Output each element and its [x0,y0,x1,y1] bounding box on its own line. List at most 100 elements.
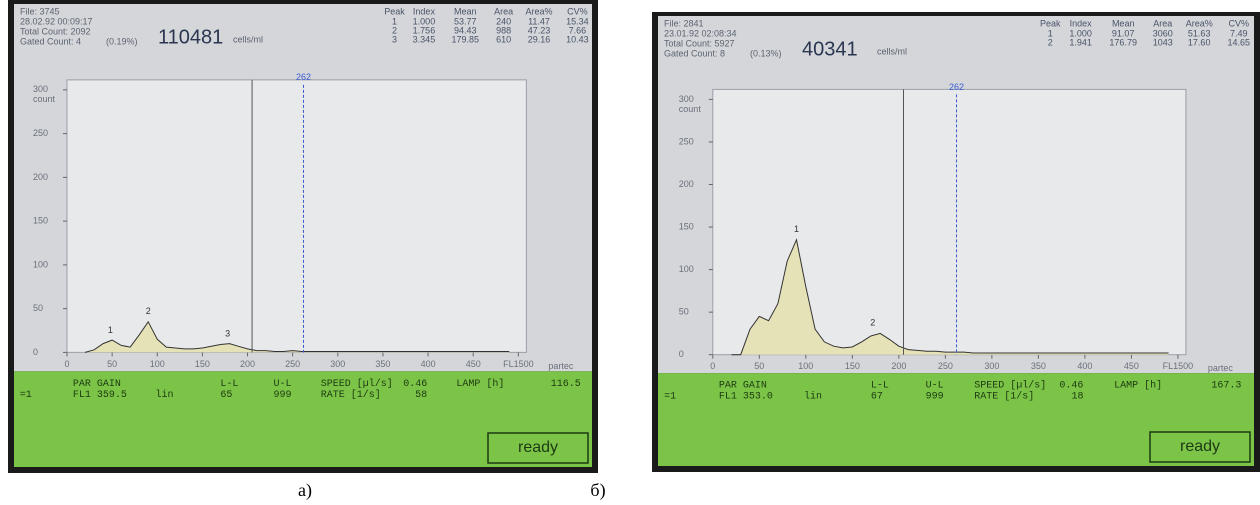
table-cell: 51.63 [1188,28,1211,38]
table-cell: 91.07 [1112,28,1135,38]
table-cell: 240 [496,16,511,26]
table-header: Mean [1112,18,1135,28]
table-cell: 17.60 [1188,37,1211,47]
table-cell: 11.47 [528,16,550,26]
table-header: CV% [1228,18,1249,28]
y-tick-label: 0 [33,347,38,357]
y-axis-label: count [33,94,56,104]
status-text: =1 [20,390,32,401]
unit: cells/ml [233,34,263,44]
status-text: 116.5 [551,379,581,390]
table-header: Area [1153,18,1172,28]
gated-count: Gated Count: 4 [20,36,81,46]
x-tick-label: 100 [798,361,813,371]
table-cell: 10.43 [566,34,589,44]
x-tick-label: 200 [891,361,906,371]
status-text: FL1 359.5 [73,390,127,401]
table-cell: 2 [392,25,397,35]
ready-button [1149,431,1251,463]
histogram-fill [85,321,510,353]
status-text: PAR GAIN [73,379,121,390]
x-tick-label: 150 [845,361,860,371]
table-cell: 47.23 [528,25,551,35]
status-text: FL1 353.0 [719,392,773,403]
status-text: U-L [274,379,292,390]
table-cell: 1.000 [413,16,436,26]
table-cell: 3060 [1153,28,1173,38]
y-tick-label: 200 [679,179,694,189]
table-header: Peak [384,6,405,16]
brand: partec [548,361,574,371]
status-text: PAR GAIN [719,381,767,392]
histogram-line [731,238,1169,356]
status-text: RATE [1/s] [321,389,381,401]
x-tick-label: 250 [938,361,953,371]
table-cell: 15.34 [566,16,589,26]
status-text: lin [156,389,174,401]
table-cell: 1.941 [1069,37,1092,47]
peak-label: 1 [108,325,113,335]
y-tick-label: 300 [679,94,694,104]
date: 28.02.92 00:09:17 [20,16,93,26]
x-tick-label: 350 [375,359,390,369]
y-tick-label: 250 [33,128,48,138]
y-tick-label: 150 [679,221,694,231]
y-tick-label: 200 [33,172,48,182]
y-tick-label: 100 [33,259,48,269]
table-cell: 7.49 [1230,28,1248,38]
x-tick-label: 0 [710,361,715,371]
x-tick-label: FL1500 [503,359,534,369]
y-tick-label: 250 [679,136,694,146]
y-tick-label: 150 [33,216,48,226]
status-text: 0.46 [1059,381,1083,392]
table-cell: 179.85 [451,34,479,44]
file-name: File: 2841 [664,18,704,28]
table-cell: 2 [1048,37,1053,47]
status-text: RATE [1/s] [974,391,1034,403]
x-tick-label: 0 [64,359,69,369]
x-tick-label: 300 [984,361,999,371]
table-cell: 1 [392,16,397,26]
gated-percent: (0.19%) [106,36,138,46]
x-tick-label: 100 [150,359,165,369]
x-tick-label: 150 [195,359,210,369]
x-tick-label: 400 [421,359,436,369]
date: 23.01.92 02:08:34 [664,28,737,38]
concentration: 110481 [158,26,223,48]
plot-area [66,79,527,353]
total-count: Total Count: 2092 [20,26,91,36]
x-tick-label: 50 [107,359,117,369]
caption: а) [298,480,312,501]
table-cell: 610 [496,34,511,44]
cursor-label: 262 [949,82,964,92]
status-text: 67 [871,392,883,403]
cursor-label: 262 [296,72,311,82]
ready-label: ready [518,439,558,456]
y-tick-label: 300 [33,84,48,94]
peak-label: 3 [225,329,230,339]
x-tick-label: 50 [754,361,764,371]
status-text: 18 [1072,392,1084,403]
x-tick-label: 450 [1124,361,1139,371]
status-text: =1 [664,392,676,403]
status-text: U-L [926,381,944,392]
table-header: Index [1070,18,1093,28]
table-header: Index [413,6,436,16]
brand: partec [1208,363,1234,373]
unit: cells/ml [877,46,907,56]
table-header: Peak [1040,18,1061,28]
table-cell: 53.77 [454,16,477,26]
y-tick-label: 50 [679,307,689,317]
status-text: 999 [926,392,944,403]
x-tick-label: 200 [240,359,255,369]
status-text: lin [804,391,822,403]
table-cell: 1 [1048,28,1053,38]
status-text: SPEED [µl/s] [974,380,1046,392]
x-tick-label: 300 [330,359,345,369]
table-cell: 94.43 [454,25,477,35]
ready-button [487,432,589,464]
y-tick-label: 100 [679,264,694,274]
